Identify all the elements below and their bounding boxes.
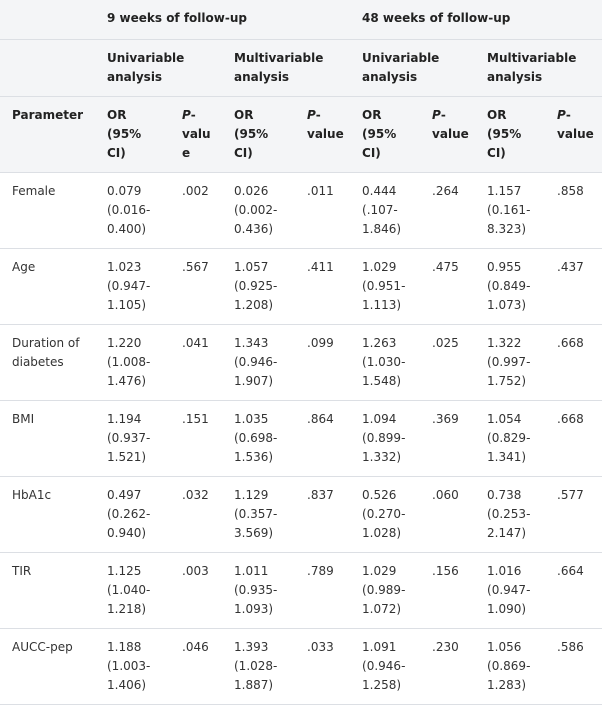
value-cell: 1.091 (0.946-1.258) [350, 628, 421, 705]
value-cell: 1.029 (0.989-1.072) [350, 552, 421, 629]
header-row: Univariable analysis Multivariable analys… [0, 39, 602, 97]
value-cell: 0.079 (0.016-0.400) [95, 172, 170, 249]
value-cell: 0.444 (.107-1.846) [350, 172, 421, 249]
parameter-cell: Age [0, 248, 95, 325]
table-body: Female 0.079 (0.016-0.400) .002 0.026 (0.00… [0, 172, 602, 705]
value-cell: .664 [545, 552, 602, 629]
column-header: OR (95% CI) [350, 96, 421, 173]
value-cell: 1.029 (0.951-1.113) [350, 248, 421, 325]
table-row: HbA1c 0.497 (0.262-0.940) .032 1.129 (0.357… [0, 476, 602, 553]
header-row: Parameter OR (95% CI) P-value OR (95% CI) P-… [0, 96, 602, 173]
value-cell: .577 [545, 476, 602, 553]
value-cell: .864 [295, 400, 351, 477]
value-cell: .025 [420, 324, 476, 401]
table-row: Female 0.079 (0.016-0.400) .002 0.026 (0.00… [0, 172, 602, 249]
header-row: 9 weeks of follow-up 48 weeks of follow-u… [0, 0, 602, 40]
value-cell: .033 [295, 628, 351, 705]
value-cell: .041 [170, 324, 222, 401]
column-header: P-value [420, 96, 476, 173]
table-header: 9 weeks of follow-up 48 weeks of follow-u… [0, 0, 602, 173]
value-cell: 1.194 (0.937-1.521) [95, 400, 170, 477]
value-cell: 1.023 (0.947-1.105) [95, 248, 170, 325]
value-cell: 0.955 (0.849-1.073) [475, 248, 546, 325]
value-cell: 1.322 (0.997-1.752) [475, 324, 546, 401]
value-cell: .046 [170, 628, 222, 705]
column-header: P-value [545, 96, 602, 173]
value-cell: 0.497 (0.262-0.940) [95, 476, 170, 553]
value-cell: 1.016 (0.947-1.090) [475, 552, 546, 629]
parameter-cell: AUCC-pep [0, 628, 95, 705]
value-cell: .011 [295, 172, 351, 249]
value-cell: 1.035 (0.698-1.536) [222, 400, 295, 477]
parameter-cell: HbA1c [0, 476, 95, 553]
parameter-cell: TIR [0, 552, 95, 629]
value-cell: 1.343 (0.946-1.907) [222, 324, 295, 401]
value-cell: .586 [545, 628, 602, 705]
value-cell: .475 [420, 248, 476, 325]
parameter-cell: BMI [0, 400, 95, 477]
value-cell: 1.188 (1.003-1.406) [95, 628, 170, 705]
column-header: P-value [295, 96, 351, 173]
value-cell: 1.220 (1.008-1.476) [95, 324, 170, 401]
parameter-cell: Female [0, 172, 95, 249]
analysis-header: Univariable analysis [350, 39, 476, 97]
analysis-header: Multivariable analysis [222, 39, 351, 97]
value-cell: .668 [545, 400, 602, 477]
value-cell: .156 [420, 552, 476, 629]
column-header: P-value [170, 96, 222, 173]
group-header: 48 weeks of follow-up [350, 0, 602, 40]
empty-cell [0, 0, 95, 40]
parameter-cell: Duration of diabetes [0, 324, 95, 401]
analysis-header: Univariable analysis [95, 39, 222, 97]
value-cell: .668 [545, 324, 602, 401]
table-row: AUCC-pep 1.188 (1.003-1.406) .046 1.393 (1.… [0, 628, 602, 705]
column-header: Parameter [0, 96, 95, 173]
value-cell: .567 [170, 248, 222, 325]
value-cell: 0.738 (0.253-2.147) [475, 476, 546, 553]
value-cell: 1.094 (0.899-1.332) [350, 400, 421, 477]
value-cell: 1.129 (0.357-3.569) [222, 476, 295, 553]
value-cell: .369 [420, 400, 476, 477]
value-cell: .789 [295, 552, 351, 629]
column-header: OR (95% CI) [222, 96, 295, 173]
value-cell: .002 [170, 172, 222, 249]
analysis-header: Multivariable analysis [475, 39, 602, 97]
value-cell: 0.526 (0.270-1.028) [350, 476, 421, 553]
value-cell: .858 [545, 172, 602, 249]
value-cell: .264 [420, 172, 476, 249]
value-cell: 1.011 (0.935-1.093) [222, 552, 295, 629]
value-cell: 1.263 (1.030-1.548) [350, 324, 421, 401]
group-header: 9 weeks of follow-up [95, 0, 351, 40]
value-cell: 1.056 (0.869-1.283) [475, 628, 546, 705]
value-cell: .411 [295, 248, 351, 325]
value-cell: .099 [295, 324, 351, 401]
value-cell: .230 [420, 628, 476, 705]
value-cell: 1.125 (1.040-1.218) [95, 552, 170, 629]
column-header: OR (95% CI) [475, 96, 546, 173]
table-row: Duration of diabetes 1.220 (1.008-1.476).… [0, 324, 602, 401]
value-cell: 1.054 (0.829-1.341) [475, 400, 546, 477]
value-cell: 1.393 (1.028-1.887) [222, 628, 295, 705]
value-cell: .837 [295, 476, 351, 553]
value-cell: .060 [420, 476, 476, 553]
value-cell: 0.026 (0.002-0.436) [222, 172, 295, 249]
value-cell: .437 [545, 248, 602, 325]
value-cell: 1.057 (0.925-1.208) [222, 248, 295, 325]
empty-cell [0, 39, 95, 97]
table-row: BMI 1.194 (0.937-1.521) .151 1.035 (0.698-1… [0, 400, 602, 477]
table-row: TIR 1.125 (1.040-1.218) .003 1.011 (0.935-1… [0, 552, 602, 629]
value-cell: .032 [170, 476, 222, 553]
table-row: Age 1.023 (0.947-1.105) .567 1.057 (0.925-1… [0, 248, 602, 325]
value-cell: .151 [170, 400, 222, 477]
value-cell: 1.157 (0.161-8.323) [475, 172, 546, 249]
value-cell: .003 [170, 552, 222, 629]
column-header: OR (95% CI) [95, 96, 170, 173]
